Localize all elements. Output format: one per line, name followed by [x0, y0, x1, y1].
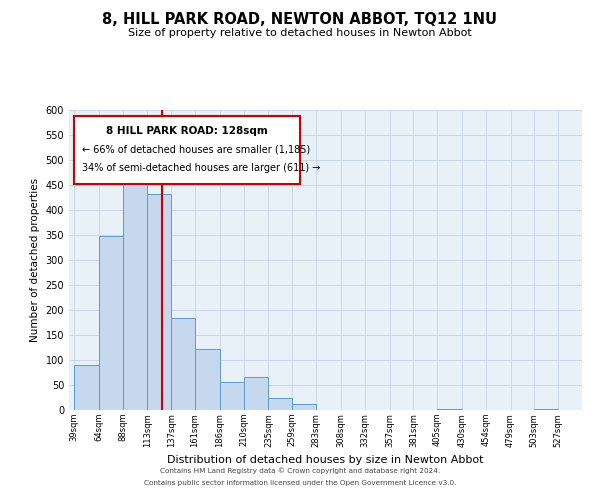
X-axis label: Distribution of detached houses by size in Newton Abbot: Distribution of detached houses by size …: [167, 455, 484, 465]
Bar: [148, 194, 171, 410]
Text: Contains HM Land Registry data © Crown copyright and database right 2024.: Contains HM Land Registry data © Crown c…: [160, 468, 440, 474]
Text: 8, HILL PARK ROAD, NEWTON ABBOT, TQ12 1NU: 8, HILL PARK ROAD, NEWTON ABBOT, TQ12 1N…: [103, 12, 497, 28]
Bar: [292, 404, 316, 410]
Bar: [99, 236, 122, 410]
Bar: [535, 408, 558, 410]
Bar: [171, 318, 195, 410]
Bar: [268, 398, 292, 410]
Bar: [74, 365, 99, 410]
Text: 8 HILL PARK ROAD: 128sqm: 8 HILL PARK ROAD: 128sqm: [106, 126, 268, 136]
Text: Contains public sector information licensed under the Open Government Licence v3: Contains public sector information licen…: [144, 480, 456, 486]
Bar: [220, 382, 244, 410]
Bar: [122, 174, 148, 410]
Bar: [437, 408, 462, 410]
Bar: [244, 376, 268, 410]
Y-axis label: Number of detached properties: Number of detached properties: [30, 178, 40, 342]
Bar: [195, 348, 220, 410]
FancyBboxPatch shape: [74, 116, 300, 184]
Text: Size of property relative to detached houses in Newton Abbot: Size of property relative to detached ho…: [128, 28, 472, 38]
Text: 34% of semi-detached houses are larger (611) →: 34% of semi-detached houses are larger (…: [82, 164, 320, 173]
Text: ← 66% of detached houses are smaller (1,185): ← 66% of detached houses are smaller (1,…: [82, 144, 310, 154]
